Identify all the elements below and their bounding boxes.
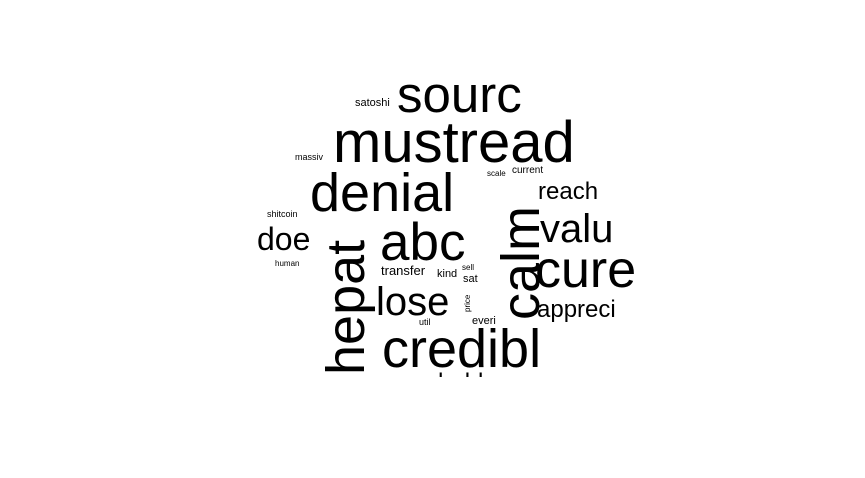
word-transfer: transfer [381, 263, 426, 278]
word-price: price [463, 294, 472, 312]
word-reach: reach [538, 178, 599, 205]
word-hepat: hepat [316, 239, 376, 375]
word-everi: everi [472, 315, 496, 327]
word-human: human [275, 259, 300, 268]
word-cure: cure [535, 241, 637, 299]
word-credibl: credibl [382, 319, 542, 377]
word-sell: sell [462, 263, 475, 272]
word-shitcoin: shitcoin [267, 209, 298, 219]
word-appreci: appreci [537, 296, 616, 323]
word-mustread: mustread [333, 110, 575, 175]
word-scale: scale [487, 169, 506, 178]
word-sat: sat [463, 273, 478, 285]
word-valu: valu [540, 207, 614, 251]
word-current: current [512, 165, 544, 176]
word-abc: abc [380, 213, 466, 272]
word-kind: kind [437, 268, 458, 280]
word-holder: holder [438, 371, 505, 378]
word-denial: denial [310, 163, 455, 223]
word-sourc: sourc [397, 66, 522, 123]
word-massiv: massiv [295, 152, 324, 162]
word-doe: doe [257, 221, 311, 257]
word-satoshi: satoshi [355, 97, 390, 109]
word-cloud-plot-area: sourc mustread denial abc calm hepat cre… [257, 66, 637, 378]
word-util: util [419, 317, 431, 327]
word-lose: lose [376, 280, 450, 324]
